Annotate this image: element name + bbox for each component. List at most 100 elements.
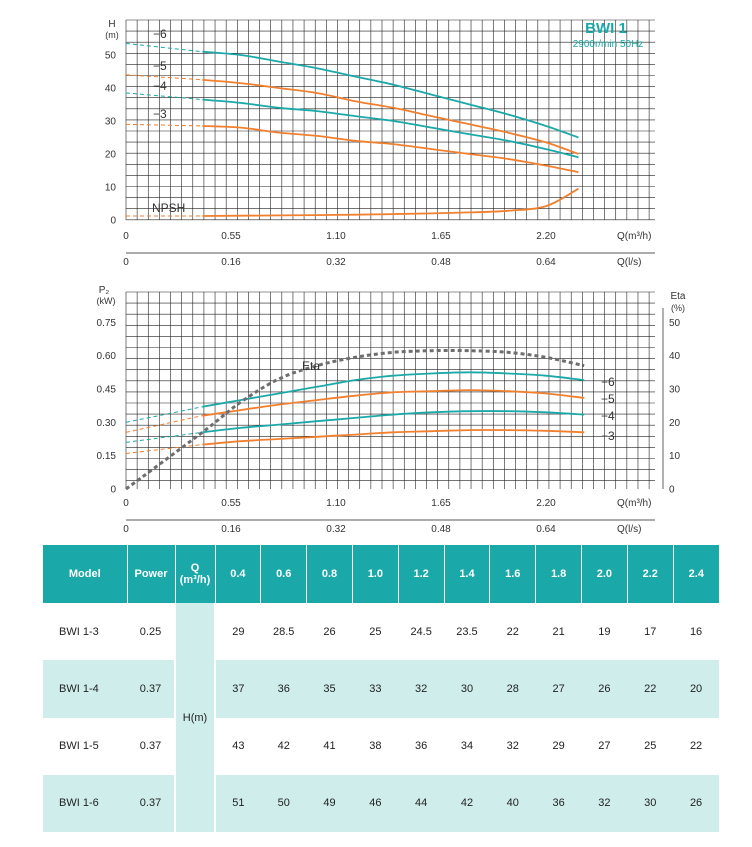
head-chart-title: BWI 1 <box>585 20 627 37</box>
head-curve-5 <box>202 78 579 155</box>
eta-y2-tick-label: 40 <box>669 351 681 362</box>
table-body: BWI 1-3 0.25 H(m) 29 28.5 26 25 24.5 23.5 22 21 19 1… <box>43 603 719 832</box>
table-header-cell: 1.6 <box>489 545 537 603</box>
table-cell-value: 21 <box>552 625 565 638</box>
table-cell-value: 30 <box>444 660 490 718</box>
table-row: BWI 1-6 0.37 51 50 49 46 44 42 40 36 32 30 26 <box>43 774 719 832</box>
head-x2-tick-label: 0 <box>123 257 129 268</box>
head-x2-tick-label: 0.48 <box>431 257 451 268</box>
head-y-tick-label: 40 <box>105 84 117 95</box>
power-x-tick-label: 2.20 <box>536 498 556 509</box>
power-y-unit: (kW) <box>97 296 116 306</box>
table-header-cell: 2.0 <box>581 545 628 603</box>
table-cell-value: 36 <box>260 660 307 718</box>
table-cell-value: 36 <box>415 740 428 753</box>
power-y-tick-label: 0 <box>110 485 116 496</box>
table-cell-value: 24.5 <box>410 625 432 638</box>
power-y-tick-label: 0.60 <box>97 351 117 362</box>
table-cell-value: 50 <box>260 774 307 832</box>
table-cell-value: 32 <box>398 660 445 718</box>
power-chart-labels: 0 0.15 0.30 0.45 0.60 0.75 0 10 20 30 40 50 0 0.55 1.1… <box>97 308 681 535</box>
table-cell-value: 16 <box>689 625 703 638</box>
head-x-label: Q(m³/h) <box>617 231 651 242</box>
power-curve-dashed-6 <box>125 406 203 423</box>
table-cell-value: 38 <box>369 740 382 753</box>
table-header-cell: 0.8 <box>306 545 353 603</box>
head-curve-label-npsh: NPSH <box>152 201 185 215</box>
head-x-tick-label: 1.10 <box>326 231 346 242</box>
table-cell-value: 49 <box>306 774 353 832</box>
head-curve-dashed-3 <box>125 123 203 127</box>
table-row: BWI 1-3 0.25 H(m) 29 28.5 26 25 24.5 23.5 22 21 19 1… <box>43 603 719 832</box>
head-x-tick-label: 0.55 <box>221 231 241 242</box>
table-cell-value: 44 <box>398 774 445 832</box>
table-cell-value: 26 <box>581 660 628 718</box>
table-header-cell: Q (m³/h) <box>175 545 216 603</box>
table-cell-value: 34 <box>460 740 474 753</box>
power-x2-label: Q(l/s) <box>617 524 641 535</box>
head-curve-dashed-4 <box>125 92 203 101</box>
table-cell-value: 51 <box>215 774 261 832</box>
power-x2-tick-label: 0.32 <box>326 524 346 535</box>
head-x2-tick-label: 0.64 <box>536 257 556 268</box>
table-cell-value: 28 <box>489 660 536 718</box>
head-y-tick-label: 20 <box>105 150 117 161</box>
head-x-tick-label: 0 <box>123 231 129 242</box>
power-x-tick-label: 1.10 <box>326 498 346 509</box>
head-y-unit: (m) <box>105 30 119 40</box>
eta-y2-label: Eta <box>670 291 685 302</box>
power-x2-tick-label: 0 <box>123 524 129 535</box>
table-cell-model: BWI 1-3 <box>59 625 99 638</box>
table-cell-value: 28.5 <box>273 625 295 638</box>
head-curve-dashed-6 <box>125 42 203 53</box>
table-cell-value: 20 <box>673 660 719 718</box>
table-cell-value: 42 <box>277 740 290 753</box>
head-chart-curves <box>125 42 579 217</box>
table-cell-model: BWI 1-5 <box>59 740 99 753</box>
table-cell-model: BWI 1-6 <box>43 774 127 832</box>
table-cell-value: 35 <box>306 660 353 718</box>
power-y-tick-label: 0.15 <box>97 451 117 462</box>
head-y-tick-label: 30 <box>105 117 117 128</box>
eta-y2-tick-label: 20 <box>669 418 681 429</box>
head-curve-label-4: −4 <box>153 79 167 93</box>
table-cell-value: 25 <box>369 625 382 638</box>
table-cell-value: 19 <box>598 625 611 638</box>
power-curve-4 <box>202 410 585 434</box>
table-cell-value: 36 <box>535 774 582 832</box>
eta-y2-tick-label: 0 <box>669 485 675 496</box>
table-cell-model: BWI 1-4 <box>43 660 127 718</box>
power-curve-3 <box>202 429 585 446</box>
head-curve-3 <box>202 125 579 174</box>
power-curve-dashed-3 <box>125 444 203 454</box>
table-cell-value: 40 <box>489 774 536 832</box>
table-cell-value: 26 <box>673 774 719 832</box>
power-x-tick-label: 0.55 <box>221 498 241 509</box>
table-cell-value: 43 <box>232 740 245 753</box>
table-cell-power: 0.25 <box>139 625 162 638</box>
power-curve-label-3: −3 <box>601 429 615 443</box>
table-cell-value: 22 <box>506 625 519 638</box>
table-cell-value: 32 <box>506 740 519 753</box>
power-y-tick-label: 0.75 <box>97 318 117 329</box>
table-row: BWI 1-5 0.37 43 42 41 38 36 34 32 29 27 25 22 <box>43 718 719 775</box>
table-cell-head-unit: H(m) <box>174 603 216 832</box>
table-header-cell: 1.0 <box>352 545 399 603</box>
table-cell-value: 22 <box>689 740 703 753</box>
power-curve-label-6: −6 <box>601 375 615 389</box>
head-curve-6 <box>202 50 579 139</box>
table-header-cell: 1.4 <box>444 545 491 603</box>
power-x2-tick-label: 0.64 <box>536 524 556 535</box>
head-x2-tick-label: 0.16 <box>221 257 241 268</box>
table-header-cell: Power <box>127 545 176 603</box>
table-cell-value: 29 <box>552 740 565 753</box>
eta-y2-unit: (%) <box>671 303 685 313</box>
head-y-tick-label: 0 <box>110 216 116 227</box>
power-y-tick-label: 0.30 <box>97 418 117 429</box>
table-header-row: Model Power Q (m³/h) 0.4 0.6 0.8 1.0 1.2 1.4 1.6 1.… <box>43 545 719 603</box>
head-curve-NPSH <box>202 187 579 217</box>
table-header-cell: Model <box>43 545 128 603</box>
table-cell-power: 0.37 <box>127 774 175 832</box>
table-cell-value: 25 <box>644 740 657 753</box>
table-cell-value: 33 <box>352 660 399 718</box>
